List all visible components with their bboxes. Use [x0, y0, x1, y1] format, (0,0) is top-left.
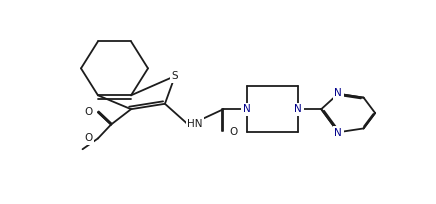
Text: HN: HN	[187, 119, 203, 129]
Text: O: O	[84, 133, 92, 143]
Text: N: N	[334, 128, 342, 138]
Text: O: O	[84, 107, 92, 117]
Text: N: N	[294, 104, 302, 114]
Text: S: S	[172, 71, 178, 81]
Text: N: N	[243, 104, 250, 114]
Text: O: O	[230, 126, 238, 136]
Text: N: N	[334, 88, 342, 98]
